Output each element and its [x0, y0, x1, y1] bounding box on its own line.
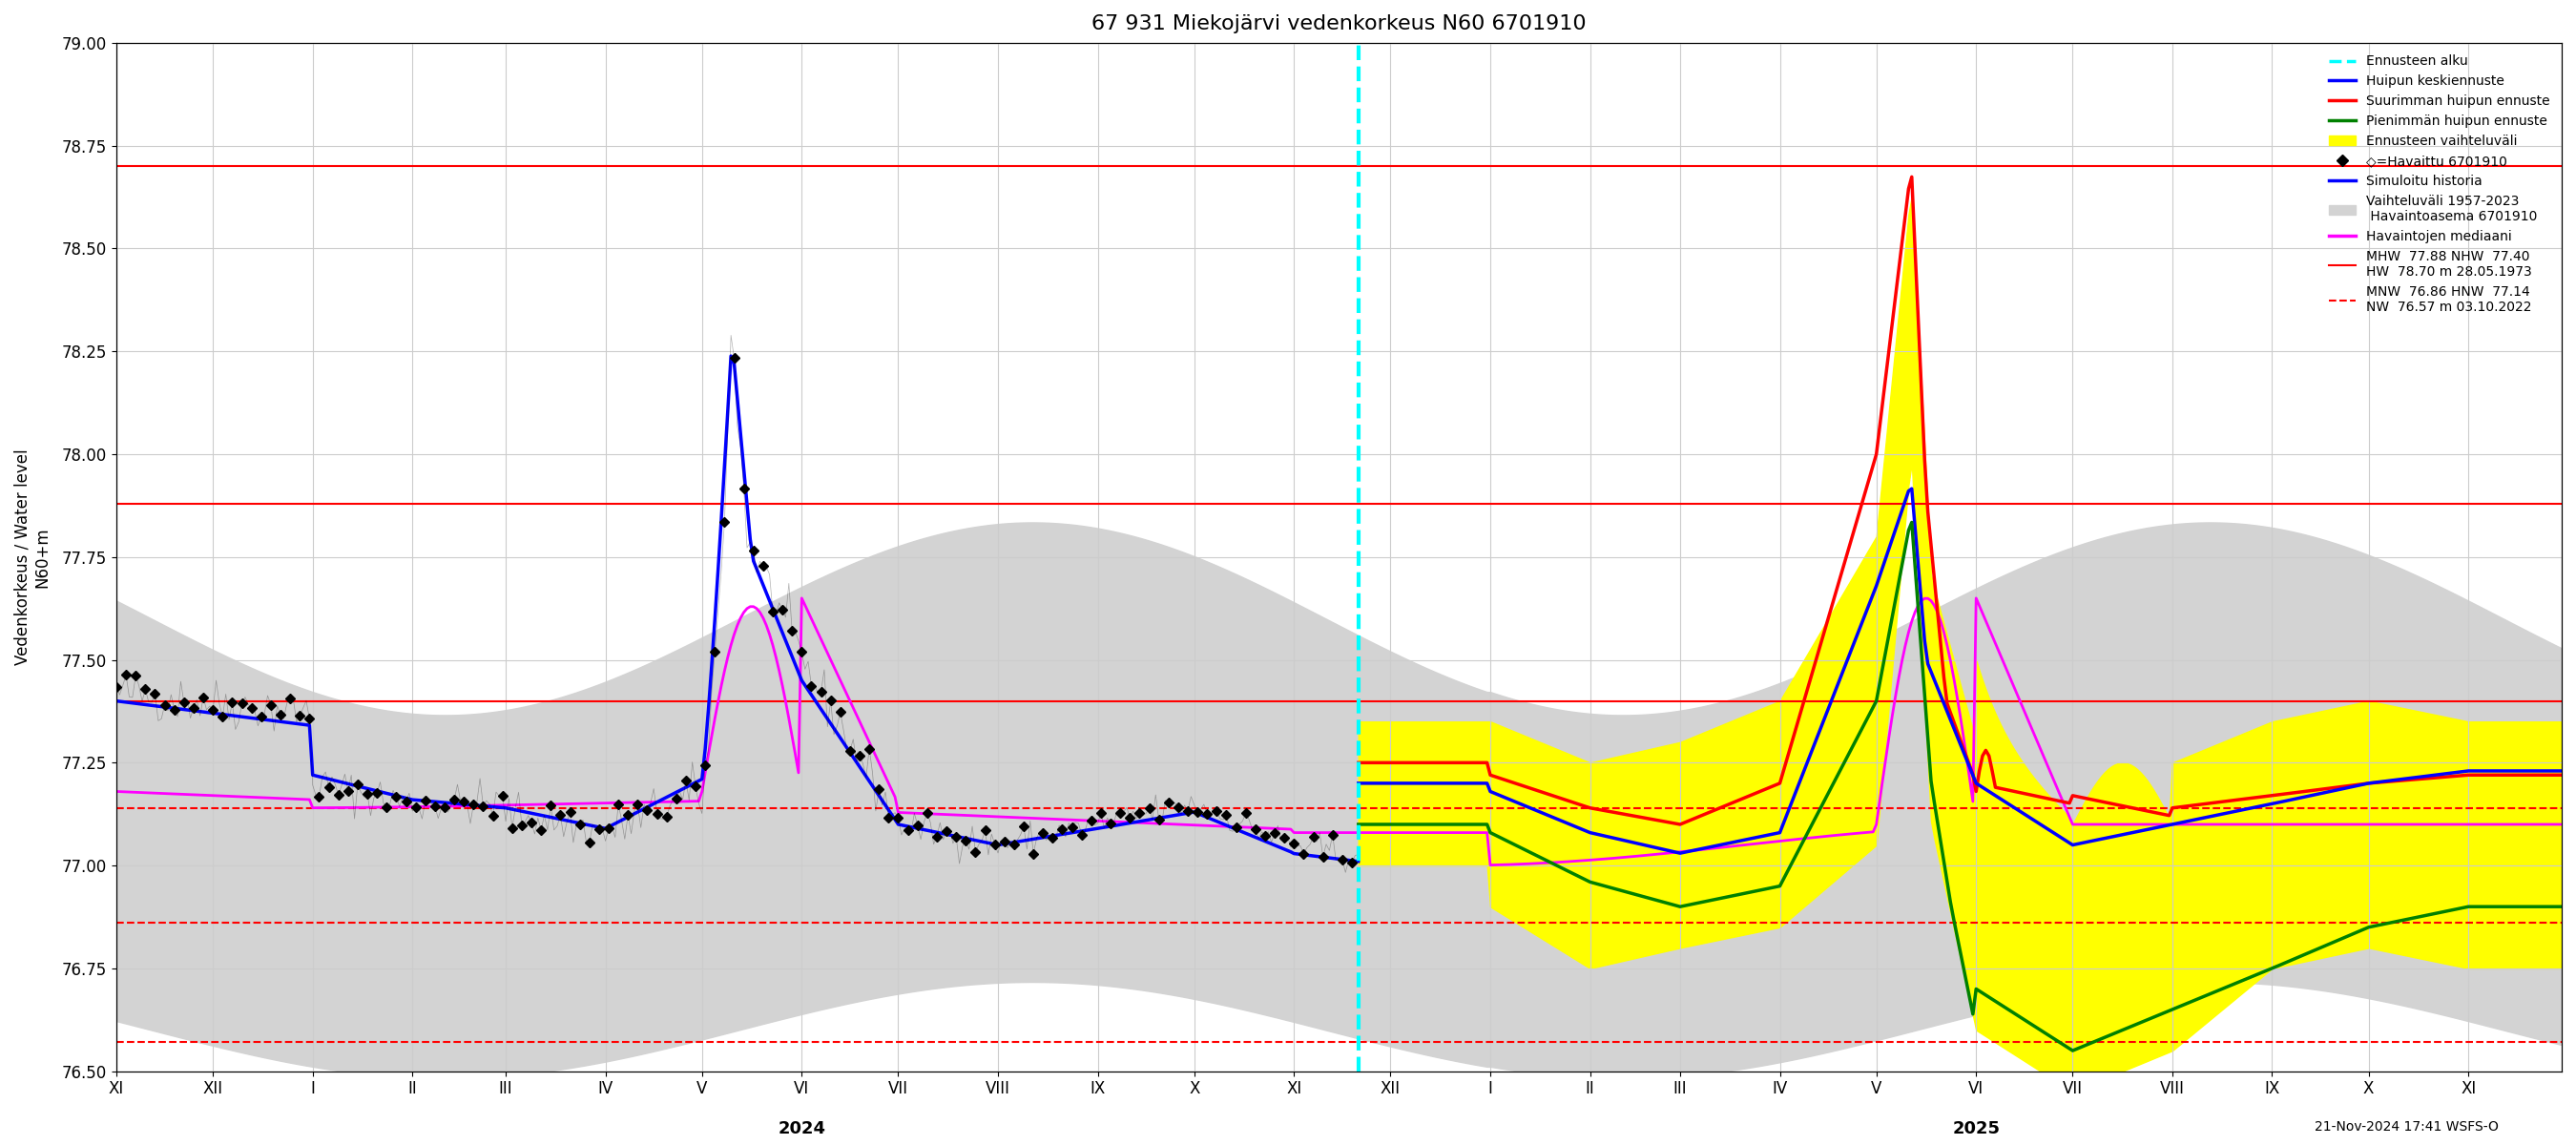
- Legend: Ennusteen alku, Huipun keskiennuste, Suurimman huipun ennuste, Pienimmän huipun : Ennusteen alku, Huipun keskiennuste, Suu…: [2324, 49, 2555, 319]
- Text: 2025: 2025: [1953, 1121, 1999, 1138]
- Y-axis label: Vedenkorkeus / Water level
N60+m: Vedenkorkeus / Water level N60+m: [15, 449, 52, 665]
- Text: 21-Nov-2024 17:41 WSFS-O: 21-Nov-2024 17:41 WSFS-O: [2316, 1120, 2499, 1134]
- Title: 67 931 Miekojärvi vedenkorkeus N60 6701910: 67 931 Miekojärvi vedenkorkeus N60 67019…: [1092, 14, 1587, 33]
- Text: 2024: 2024: [778, 1121, 824, 1138]
